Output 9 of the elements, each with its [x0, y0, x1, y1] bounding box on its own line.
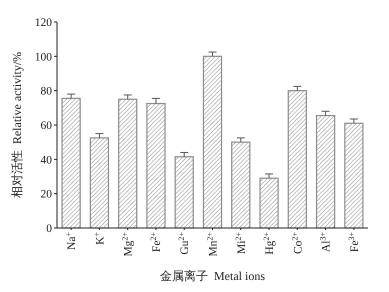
- y-tick-label: 100: [34, 51, 52, 64]
- y-tick-label: 120: [34, 17, 52, 29]
- y-tick-label: 40: [40, 154, 52, 166]
- y-tick-label: 0: [46, 223, 52, 235]
- x-axis-title: 金属离子 Metal ions: [160, 269, 266, 283]
- y-tick-label: 60: [40, 120, 52, 132]
- y-tick-label: 20: [40, 188, 52, 201]
- y-tick-label: 80: [40, 86, 52, 98]
- y-axis-title: 相对活性 Relative activity/%: [10, 52, 24, 198]
